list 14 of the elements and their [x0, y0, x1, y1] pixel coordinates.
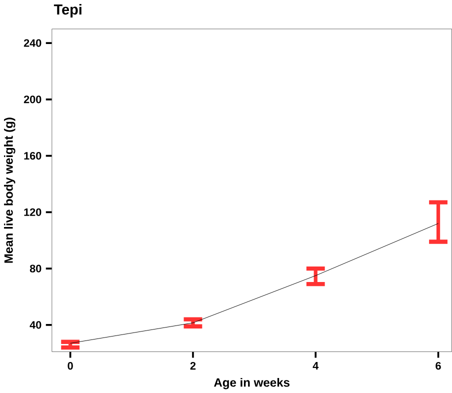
chart-title: Tepi [54, 4, 82, 18]
x-axis-title: Age in weeks [214, 378, 290, 390]
x-tick-label: 2 [190, 362, 196, 370]
line-series [70, 223, 439, 344]
y-tick-label: 200 [24, 95, 42, 104]
y-tick-label: 80 [30, 264, 42, 272]
y-tick-label: 40 [30, 320, 42, 329]
x-tick-label: 4 [312, 362, 319, 370]
x-tick-label: 6 [436, 362, 441, 370]
y-tick-label: 120 [24, 208, 42, 216]
y-axis-title: Mean live body weight (g) [4, 118, 16, 263]
y-tick-label: 160 [24, 152, 42, 160]
x-tick-label: 0 [68, 362, 73, 370]
y-tick-label: 240 [24, 39, 42, 47]
